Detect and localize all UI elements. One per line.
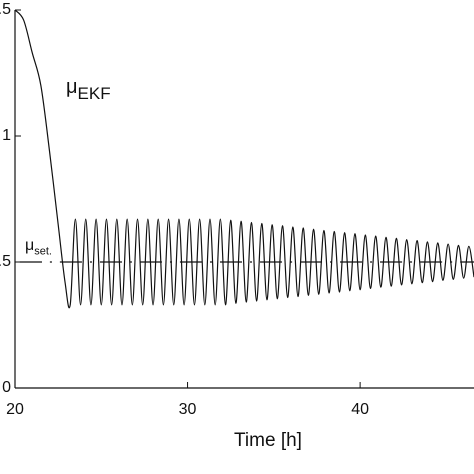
y-tick-label: 0 xyxy=(2,379,11,396)
annotation-subscript: EKF xyxy=(78,84,111,103)
annotation-symbol: μ xyxy=(25,237,34,254)
y-tick-label: 0.5 xyxy=(0,253,11,270)
y-tick-label: 1.5 xyxy=(0,1,11,18)
line-series xyxy=(14,9,474,309)
x-tick-label: 30 xyxy=(179,401,197,418)
x-tick-label: 40 xyxy=(351,401,369,418)
y-tick-label: 1 xyxy=(2,127,11,144)
annotation-symbol: μ xyxy=(66,76,78,98)
x-tick-label: 20 xyxy=(6,401,24,418)
x-axis-label: Time [h] xyxy=(234,430,302,451)
annotation: μEKF xyxy=(66,76,111,103)
annotation: μset. xyxy=(25,237,52,257)
annotation-subscript: set. xyxy=(34,246,52,258)
